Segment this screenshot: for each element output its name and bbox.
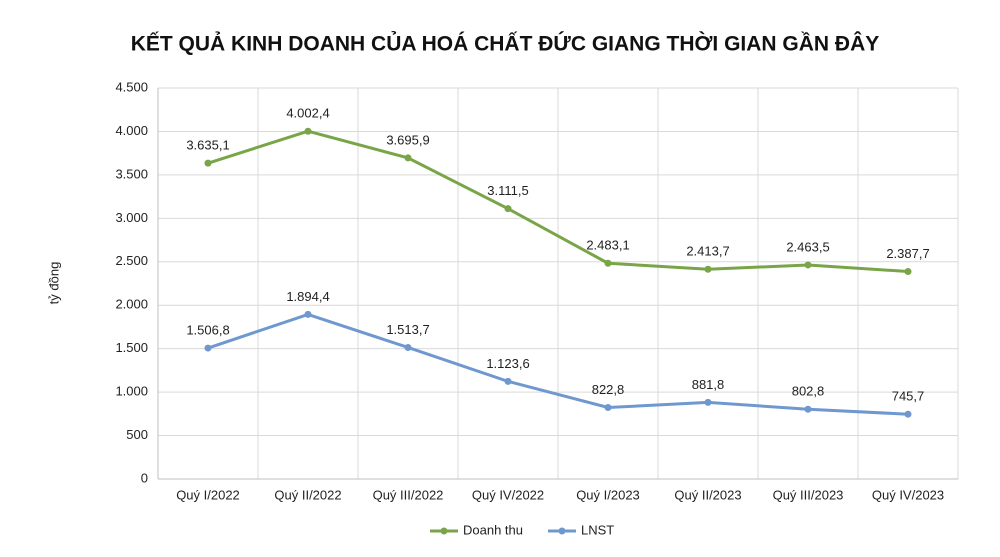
data-point	[404, 343, 412, 351]
legend-marker	[440, 527, 448, 535]
chart-title: KẾT QUẢ KINH DOANH CỦA HOÁ CHẤT ĐỨC GIAN…	[131, 32, 880, 56]
series-line	[207, 312, 909, 416]
x-tick-label: Quý I/2023	[576, 487, 640, 502]
data-label: 745,7	[892, 389, 925, 404]
y-axis-label: tỷ đồng	[46, 262, 61, 305]
data-label: 4.002,4	[286, 106, 329, 121]
data-label: 2.483,1	[586, 238, 629, 253]
y-tick-label: 3.000	[115, 210, 148, 225]
data-label: 2.387,7	[886, 246, 929, 261]
data-point	[804, 261, 812, 269]
legend-label: LNST	[581, 522, 614, 537]
x-tick-label: Quý III/2022	[373, 487, 444, 502]
data-label: 822,8	[592, 382, 625, 397]
legend-label: Doanh thu	[463, 522, 523, 537]
x-tick-label: Quý IV/2022	[472, 487, 544, 502]
data-label: 1.123,6	[486, 356, 529, 371]
legend-marker	[558, 527, 566, 535]
data-label: 2.413,7	[686, 244, 729, 259]
y-tick-label: 1.000	[115, 384, 148, 399]
y-tick-label: 4.000	[115, 123, 148, 138]
x-tick-label: Quý III/2023	[773, 487, 844, 502]
data-label: 881,8	[692, 377, 725, 392]
data-point	[404, 154, 412, 162]
data-point	[604, 404, 612, 412]
data-point	[204, 344, 212, 352]
data-point	[204, 159, 212, 167]
data-label: 3.635,1	[186, 138, 229, 153]
x-tick-label: Quý IV/2023	[872, 487, 944, 502]
data-point	[504, 205, 512, 213]
x-tick-label: Quý II/2023	[674, 487, 741, 502]
data-point	[304, 310, 312, 318]
y-tick-label: 3.500	[115, 166, 148, 181]
data-point	[304, 127, 312, 135]
y-tick-label: 4.500	[115, 79, 148, 94]
data-point	[704, 398, 712, 406]
data-point	[604, 259, 612, 267]
x-tick-label: Quý II/2022	[274, 487, 341, 502]
data-label: 1.894,4	[286, 289, 329, 304]
data-point	[704, 265, 712, 273]
x-tick-label: Quý I/2022	[176, 487, 240, 502]
data-point	[504, 377, 512, 385]
y-tick-label: 0	[141, 470, 148, 485]
data-point	[904, 268, 912, 276]
data-label: 3.111,5	[487, 183, 528, 198]
data-point	[804, 405, 812, 413]
y-tick-label: 2.500	[115, 253, 148, 268]
series-line	[207, 129, 909, 274]
data-label: 3.695,9	[386, 132, 429, 147]
data-label: 802,8	[792, 384, 825, 399]
y-tick-label: 2.000	[115, 297, 148, 312]
data-label: 2.463,5	[786, 239, 829, 254]
y-tick-label: 1.500	[115, 340, 148, 355]
data-point	[904, 410, 912, 418]
data-label: 1.513,7	[386, 322, 429, 337]
y-tick-label: 500	[126, 427, 148, 442]
data-label: 1.506,8	[186, 323, 229, 338]
